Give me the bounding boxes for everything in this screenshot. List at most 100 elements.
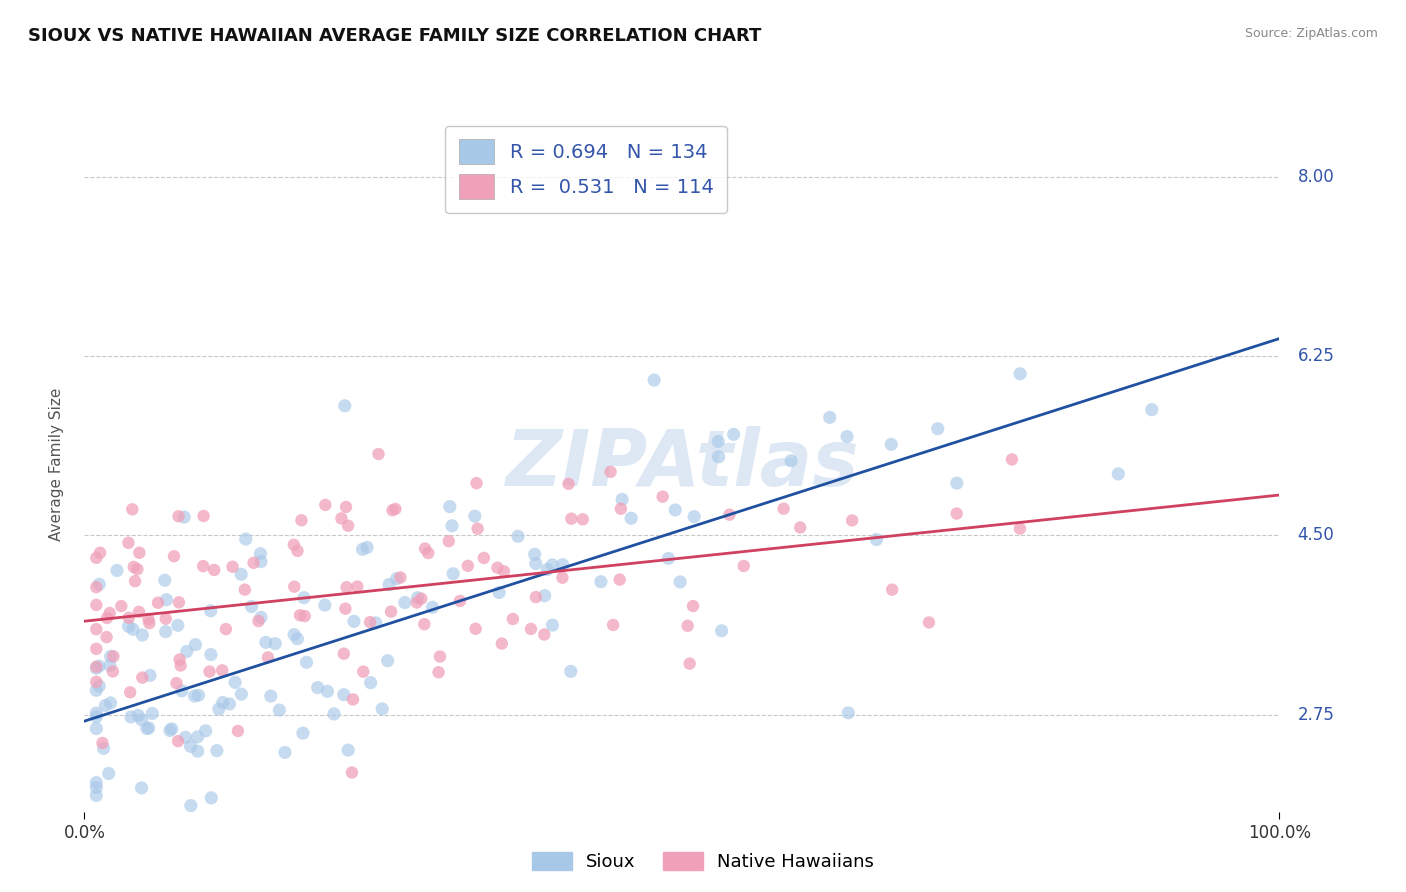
Point	[128, 546, 150, 560]
Point	[153, 573, 176, 587]
Text: 6.25: 6.25	[1298, 347, 1334, 366]
Point	[367, 447, 389, 461]
Point	[166, 676, 188, 690]
Point	[427, 665, 450, 680]
Point	[257, 650, 280, 665]
Point	[411, 591, 433, 606]
Point	[84, 780, 107, 795]
Point	[96, 611, 118, 625]
Point	[520, 622, 543, 636]
Point	[571, 512, 593, 526]
Point	[131, 671, 153, 685]
Point	[249, 547, 271, 561]
Point	[183, 689, 205, 703]
Point	[112, 830, 135, 845]
Point	[429, 649, 451, 664]
Point	[314, 498, 336, 512]
Text: SIOUX VS NATIVE HAWAIIAN AVERAGE FAMILY SIZE CORRELATION CHART: SIOUX VS NATIVE HAWAIIAN AVERAGE FAMILY …	[28, 27, 762, 45]
Point	[84, 775, 107, 789]
Point	[235, 532, 257, 546]
Point	[294, 609, 316, 624]
Point	[467, 522, 489, 536]
Point	[610, 501, 633, 516]
Point	[131, 713, 153, 727]
Point	[287, 544, 309, 558]
Point	[413, 541, 436, 556]
Point	[120, 710, 142, 724]
Point	[1107, 467, 1129, 481]
Text: Source: ZipAtlas.com: Source: ZipAtlas.com	[1244, 27, 1378, 40]
Point	[138, 721, 160, 735]
Point	[87, 659, 110, 673]
Point	[170, 683, 193, 698]
Point	[927, 422, 949, 436]
Point	[89, 546, 111, 560]
Point	[486, 560, 509, 574]
Point	[651, 490, 673, 504]
Point	[226, 723, 249, 738]
Point	[533, 589, 555, 603]
Point	[678, 657, 700, 671]
Point	[669, 574, 692, 589]
Point	[287, 632, 309, 646]
Point	[413, 617, 436, 632]
Text: 2.75: 2.75	[1298, 706, 1334, 723]
Point	[882, 582, 904, 597]
Point	[945, 507, 967, 521]
Point	[155, 592, 177, 607]
Point	[288, 608, 311, 623]
Point	[524, 590, 547, 604]
Point	[93, 741, 115, 756]
Point	[131, 780, 153, 795]
Point	[127, 562, 149, 576]
Point	[84, 580, 107, 594]
Point	[551, 571, 574, 585]
Point	[127, 708, 149, 723]
Point	[384, 502, 406, 516]
Point	[118, 611, 141, 625]
Point	[352, 542, 374, 557]
Point	[620, 511, 643, 525]
Point	[94, 698, 117, 713]
Point	[155, 612, 177, 626]
Point	[98, 606, 121, 620]
Point	[200, 604, 222, 618]
Point	[352, 665, 374, 679]
Point	[254, 635, 277, 649]
Point	[200, 790, 222, 805]
Point	[418, 546, 440, 560]
Point	[198, 665, 221, 679]
Point	[84, 722, 107, 736]
Point	[502, 612, 524, 626]
Legend: R = 0.694   N = 134, R =  0.531   N = 114: R = 0.694 N = 134, R = 0.531 N = 114	[446, 126, 727, 212]
Point	[683, 509, 706, 524]
Point	[163, 549, 186, 564]
Point	[524, 557, 547, 571]
Point	[437, 534, 460, 549]
Point	[117, 535, 139, 549]
Point	[250, 555, 273, 569]
Point	[439, 500, 461, 514]
Point	[155, 624, 177, 639]
Point	[371, 702, 394, 716]
Point	[589, 574, 612, 589]
Point	[121, 502, 143, 516]
Point	[218, 697, 240, 711]
Point	[602, 618, 624, 632]
Point	[335, 500, 357, 514]
Text: 4.50: 4.50	[1298, 526, 1334, 544]
Point	[789, 520, 811, 534]
Point	[343, 615, 366, 629]
Point	[946, 476, 969, 491]
Point	[84, 550, 107, 565]
Point	[173, 510, 195, 524]
Point	[283, 538, 305, 552]
Point	[541, 558, 564, 572]
Point	[333, 399, 356, 413]
Point	[780, 454, 803, 468]
Point	[406, 595, 429, 609]
Point	[208, 702, 231, 716]
Point	[122, 560, 145, 574]
Point	[186, 730, 208, 744]
Point	[491, 636, 513, 650]
